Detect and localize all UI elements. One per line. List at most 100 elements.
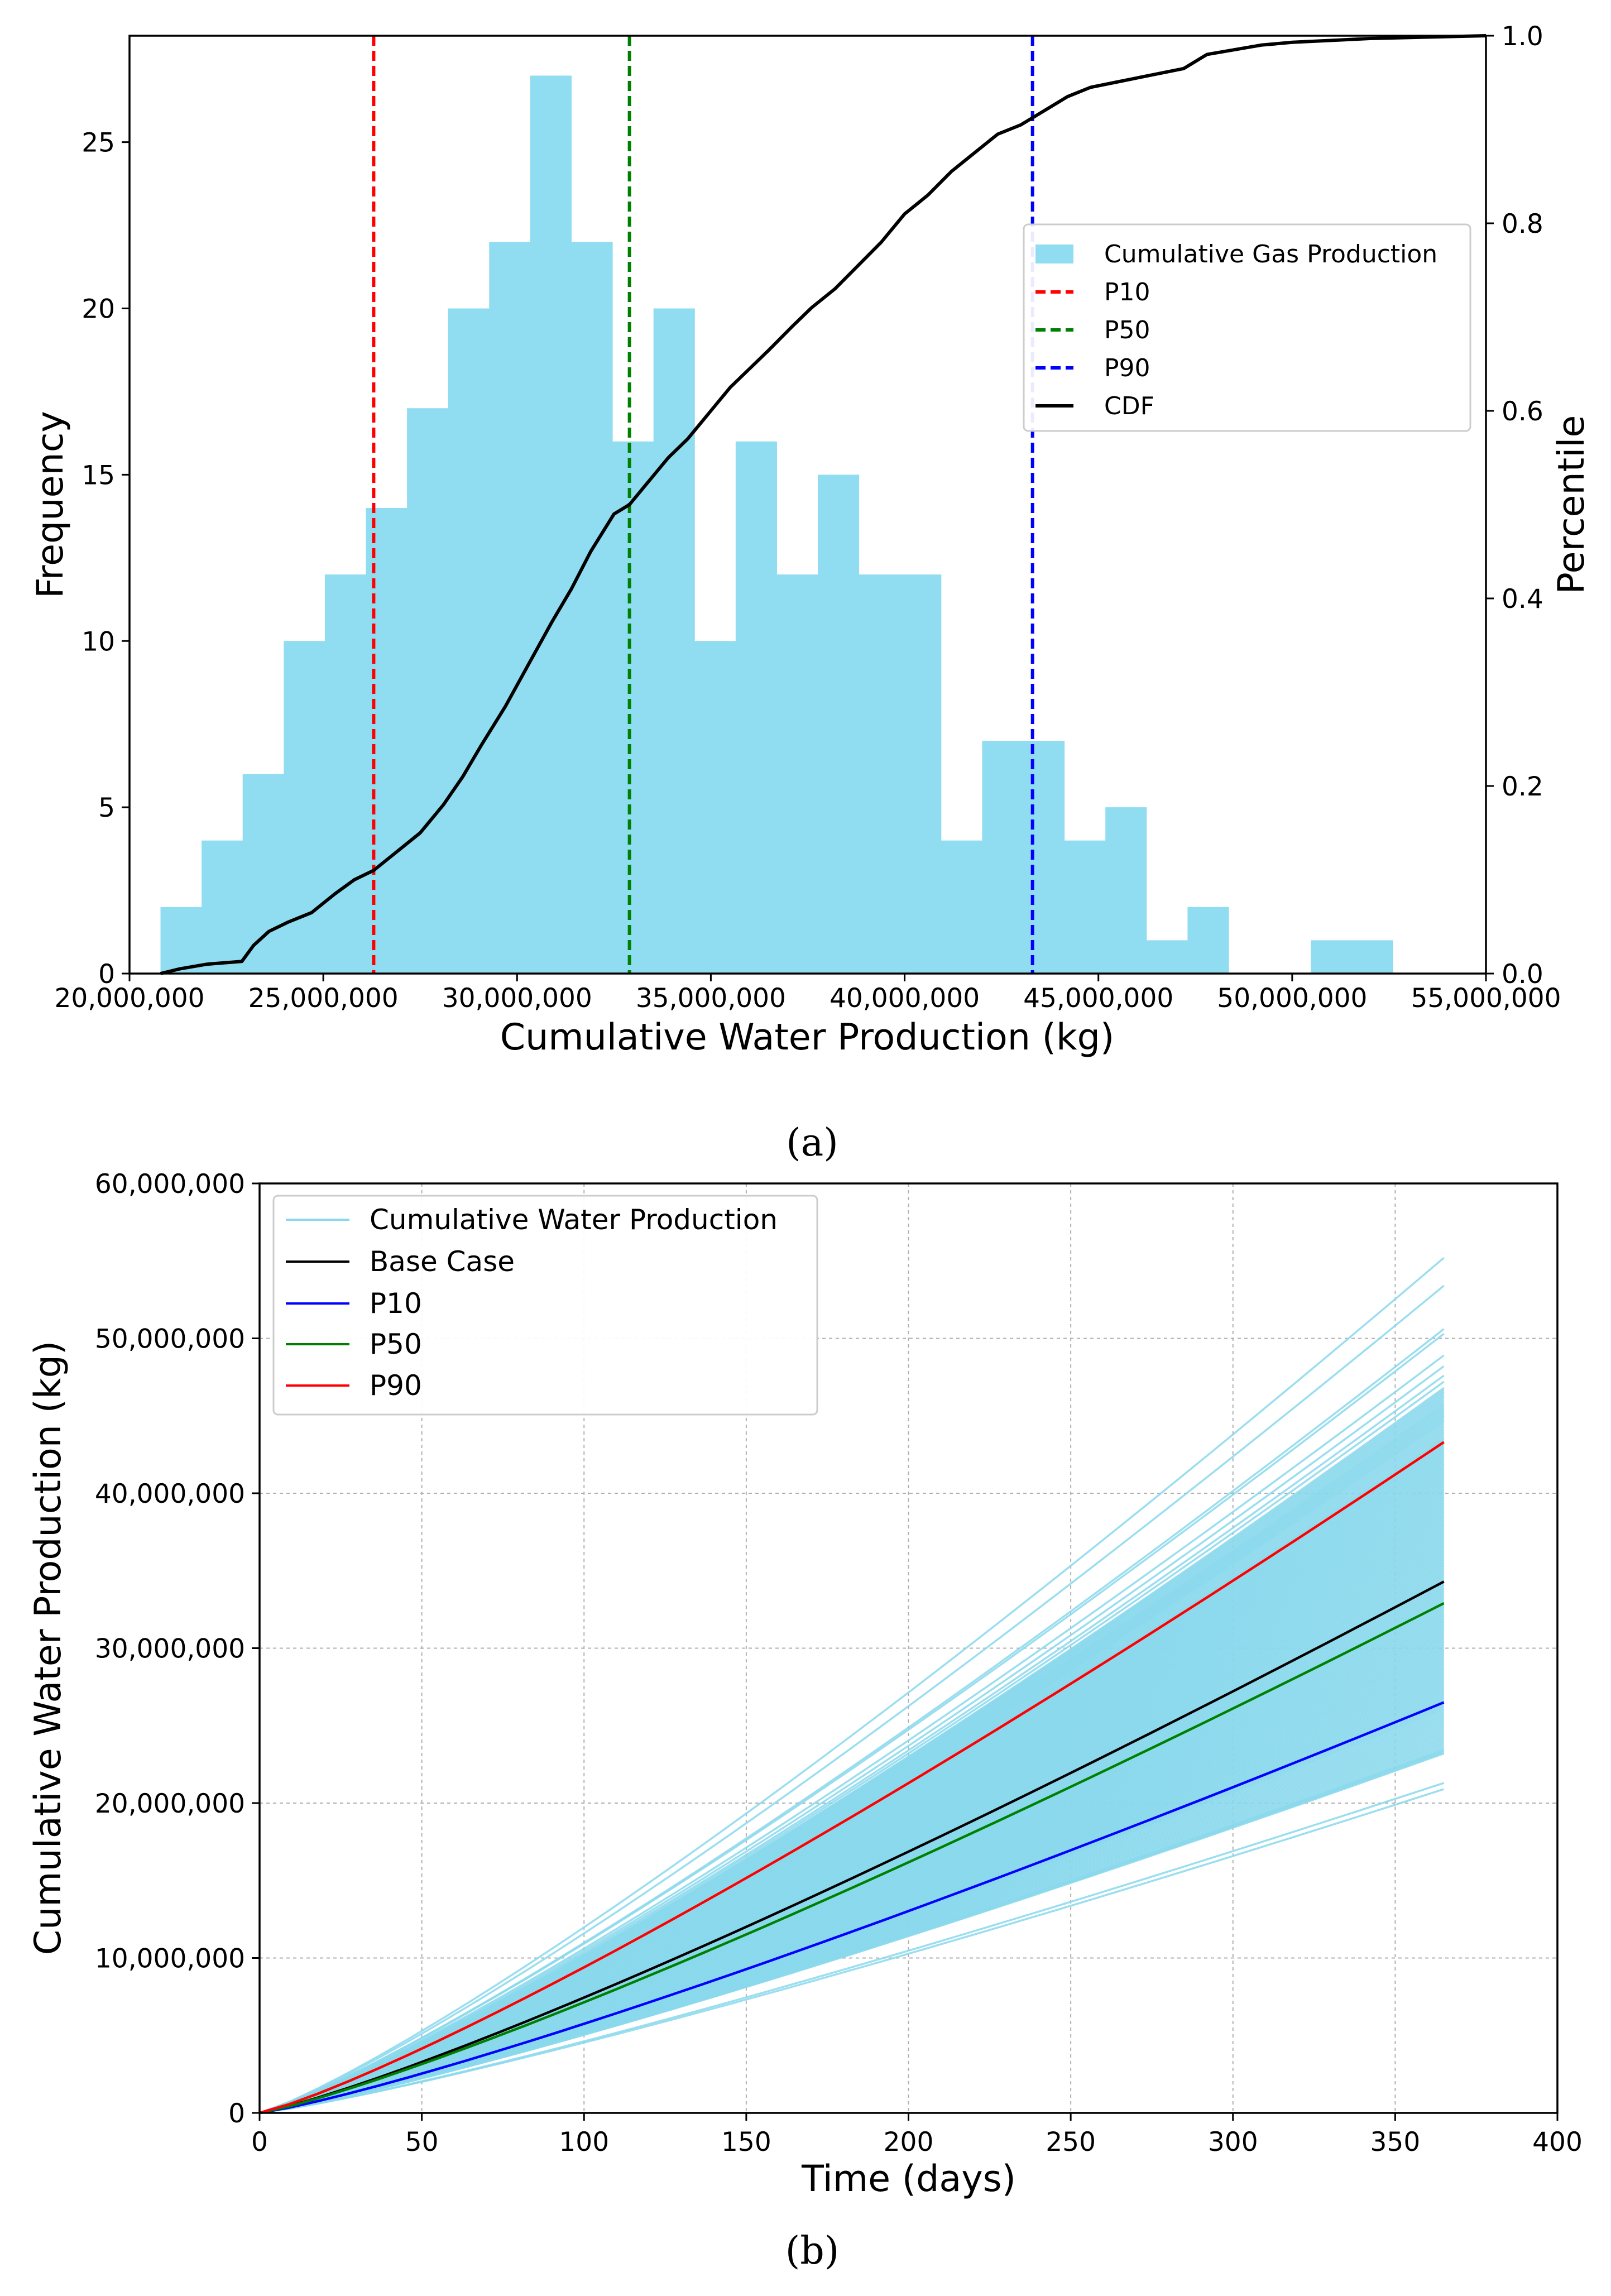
ensemble-line (259, 1332, 1445, 2114)
x-tick-label: 300 (1208, 2127, 1258, 2158)
histogram-bars (160, 75, 1393, 974)
x-tick-label: 100 (559, 2127, 609, 2158)
plot-frame-a (128, 35, 1487, 975)
legend-label-p50: P50 (1104, 316, 1150, 344)
y-ticks-b: 0 10,000,000 20,000,000 30,000,000 40,000,00… (95, 1169, 260, 2129)
x-tick-label: 250 (1046, 2127, 1096, 2158)
histogram-bar (859, 574, 900, 974)
y-tick-label: 0 (228, 2098, 245, 2129)
histogram-bar (1064, 840, 1106, 974)
series-lines (259, 1441, 1445, 2115)
ensemble-line (259, 1365, 1445, 2114)
histogram-bar (1187, 907, 1229, 974)
caption-a: (a) (786, 1121, 838, 1165)
ensemble-line (259, 1752, 1445, 2114)
histogram-bar (1023, 740, 1065, 974)
y-tick-label: 15 (81, 460, 115, 491)
legend-label-p10: P10 (1104, 278, 1150, 306)
y-tick-label: 20,000,000 (95, 1789, 245, 1819)
histogram-bar (900, 574, 942, 974)
histogram-bar (324, 574, 367, 974)
x-axis-label-a: Cumulative Water Production (kg) (500, 1017, 1115, 1058)
x-axis-label-b: Time (days) (801, 2158, 1016, 2200)
x-tick-label: 45,000,000 (1023, 983, 1173, 1014)
y-tick-label: 10 (81, 626, 115, 657)
legend-label-p90: P90 (1104, 354, 1150, 382)
series-line-p50 (259, 1602, 1445, 2115)
legend-a: Cumulative Gas Production P10 P50 P90 CD… (1023, 223, 1471, 432)
series-line-p10 (259, 1701, 1445, 2115)
y2-tick-label: 0.6 (1502, 396, 1543, 427)
legend-label-cdf: CDF (1104, 392, 1154, 420)
x-tick-label: 200 (884, 2127, 934, 2158)
histogram-bar (694, 641, 736, 974)
histogram-bar (160, 907, 202, 974)
histogram-bar (653, 308, 695, 974)
panel-a: 20,000,000 25,000,000 30,000,000 35,000,000… (30, 21, 1593, 1165)
y2-tick-label: 0.8 (1502, 209, 1543, 239)
y-axis-label-a: Frequency (30, 411, 71, 598)
histogram-bar (202, 840, 243, 974)
y-tick-label: 30,000,000 (95, 1634, 245, 1665)
y-tick-label: 60,000,000 (95, 1169, 245, 1200)
legend-b: Cumulative Water Production Base Case P1… (272, 1195, 818, 1416)
histogram-bar (982, 740, 1024, 974)
x-ticks-a: 20,000,000 25,000,000 30,000,000 35,000,000… (54, 974, 1561, 1014)
histogram-bar (448, 308, 490, 974)
legend-swatch-hist (1035, 245, 1073, 263)
legend-label-base: Base Case (370, 1245, 515, 1278)
y2-tick-label: 1.0 (1502, 21, 1543, 52)
histogram-bar (776, 574, 818, 974)
legend-label-p10-b: P10 (370, 1287, 422, 1320)
cdf-line (160, 34, 1487, 975)
x-tick-label: 150 (721, 2127, 771, 2158)
histogram-bar (242, 774, 284, 974)
histogram-bar (1351, 940, 1393, 974)
y2-tick-label: 0.4 (1502, 584, 1543, 615)
histogram-bar (489, 242, 531, 974)
histogram-bar (818, 474, 860, 974)
x-tick-label: 400 (1532, 2127, 1583, 2158)
histogram-bar (941, 840, 982, 974)
x-tick-label: 25,000,000 (248, 983, 399, 1014)
series-line-base-case (259, 1580, 1445, 2115)
x-tick-label: 30,000,000 (442, 983, 592, 1014)
histogram-bar (612, 441, 654, 974)
series-line-p90 (259, 1441, 1445, 2115)
x-ticks-b: 0 50 100 150 200 250 300 350 400 (251, 2113, 1583, 2158)
x-tick-label: 0 (251, 2127, 268, 2158)
y-tick-label: 40,000,000 (95, 1479, 245, 1509)
legend-label-p50-b: P50 (370, 1328, 422, 1360)
y-axis-label-b: Cumulative Water Production (kg) (27, 1341, 69, 1955)
y-tick-label: 20 (81, 294, 115, 325)
ensemble-line (259, 1257, 1445, 2114)
x-tick-label: 40,000,000 (830, 983, 980, 1014)
panel-b: 0 50 100 150 200 250 300 350 400 0 10,000,000 20,0… (27, 1169, 1583, 2273)
histogram-bar (1105, 807, 1147, 974)
legend-label-p90-b: P90 (370, 1369, 422, 1402)
histogram-bar (1311, 940, 1353, 974)
y-ticks-a: 0 5 10 15 20 25 (81, 128, 130, 990)
y-tick-label: 10,000,000 (95, 1944, 245, 1974)
x-tick-label: 350 (1370, 2127, 1421, 2158)
ensemble-line (259, 1788, 1445, 2114)
y2-tick-label: 0.2 (1502, 771, 1543, 802)
legend-label-hist: Cumulative Gas Production (1104, 240, 1437, 269)
caption-b: (b) (785, 2229, 840, 2273)
y-tick-label: 50,000,000 (95, 1324, 245, 1355)
histogram-bar (530, 75, 572, 974)
histogram-bar (1146, 940, 1188, 974)
x-tick-label: 50 (405, 2127, 439, 2158)
y2-ticks-a: 0.0 0.2 0.4 0.6 0.8 1.0 (1486, 21, 1543, 990)
histogram-bar (571, 242, 613, 974)
histogram-bar (284, 641, 325, 974)
x-tick-label: 50,000,000 (1217, 983, 1367, 1014)
y-tick-label: 5 (98, 793, 115, 823)
x-tick-label: 55,000,000 (1411, 983, 1561, 1014)
histogram-bar (407, 408, 449, 974)
y-tick-label: 0 (98, 959, 115, 990)
ensemble-line (259, 1354, 1445, 2114)
histogram-bar (735, 441, 777, 974)
y-tick-label: 25 (81, 128, 115, 159)
